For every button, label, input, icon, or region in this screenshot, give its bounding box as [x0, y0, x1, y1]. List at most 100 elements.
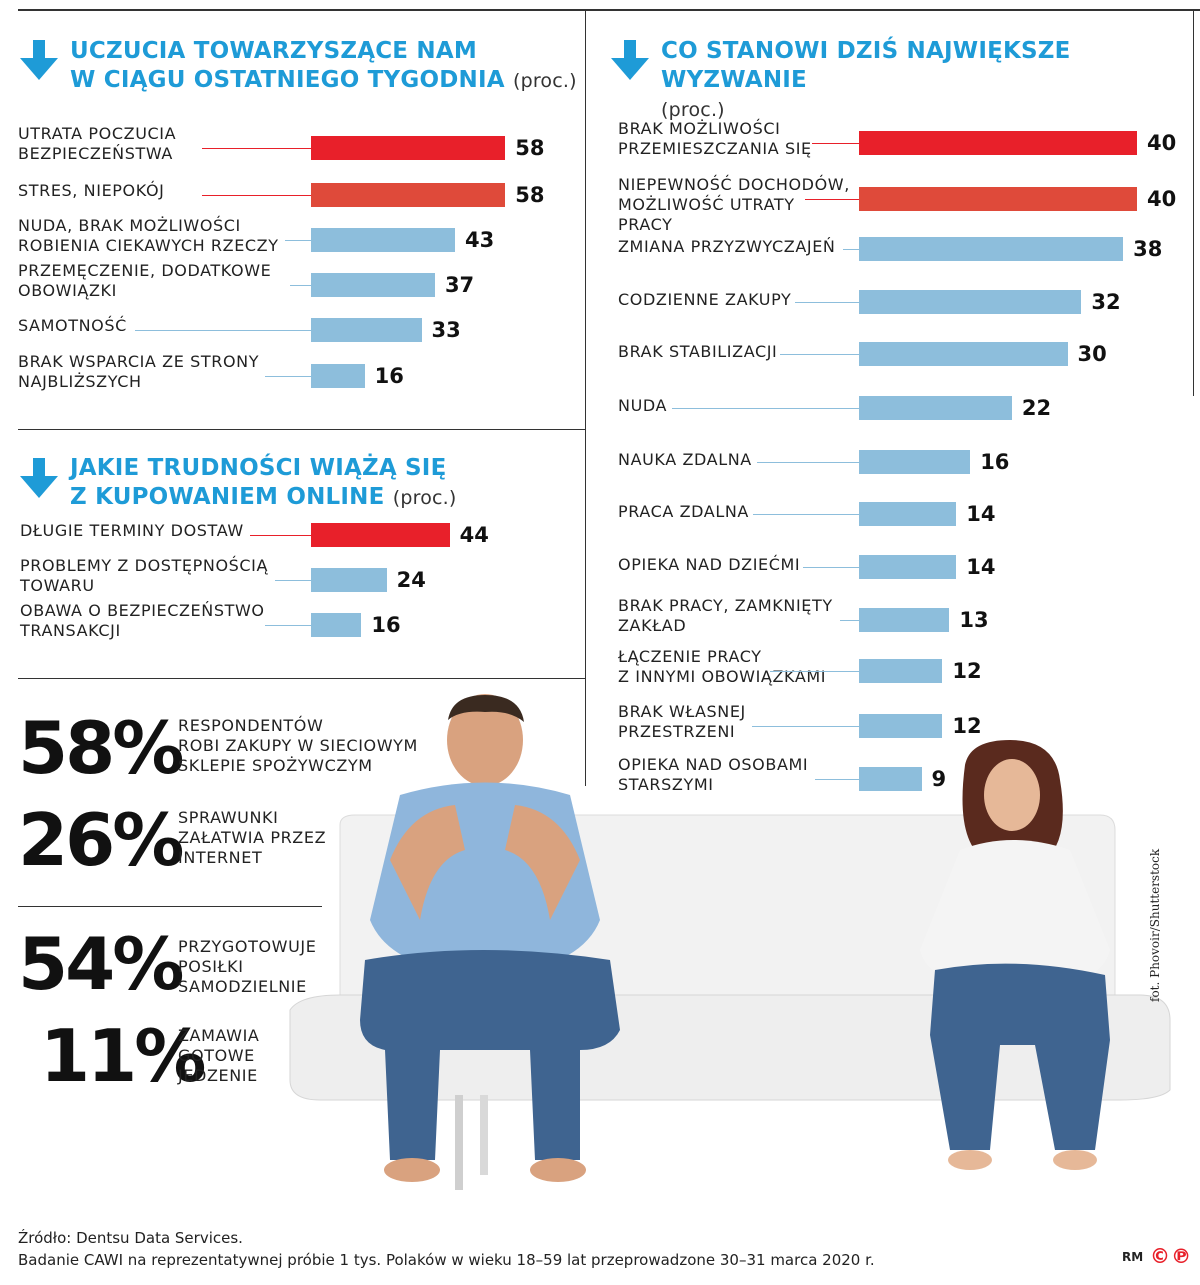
- bar: [311, 183, 506, 207]
- bar-label: NAUKA ZDALNA: [618, 450, 752, 469]
- bar-label: BRAK PRACY, ZAMKNIĘTY ZAKŁAD: [618, 596, 833, 635]
- leader-line: [803, 567, 859, 568]
- leader-line: [795, 302, 859, 303]
- bar: [859, 608, 950, 632]
- challenge-unit: (proc.): [661, 99, 725, 121]
- bar-value: 14: [966, 555, 996, 579]
- bar: [859, 187, 1137, 211]
- bar-label: OBAWA O BEZPIECZEŃSTWO TRANSAKCJI: [20, 601, 265, 640]
- bar: [859, 237, 1124, 261]
- feelings-title: UCZUCIA TOWARZYSZĄCE NAM W CIĄGU OSTATNI…: [70, 38, 577, 93]
- bar: [311, 364, 365, 388]
- bar: [311, 228, 456, 252]
- leader-line: [275, 580, 311, 581]
- bar: [311, 318, 422, 342]
- arrow-down-icon: [20, 40, 58, 80]
- copyright-icons: ©℗: [1150, 1244, 1192, 1268]
- leader-line: [840, 620, 859, 621]
- bar-label: CODZIENNE ZAKUPY: [618, 290, 792, 309]
- bar-label: SAMOTNOŚĆ: [18, 316, 127, 335]
- bar: [859, 555, 957, 579]
- bar-label: BRAK STABILIZACJI: [618, 342, 778, 361]
- online-title: JAKIE TRUDNOŚCI WIĄŻĄ SIĘ Z KUPOWANIEM O…: [70, 455, 457, 510]
- bar: [859, 290, 1082, 314]
- couple-on-sofa-photo: [289, 694, 1171, 1190]
- leader-line: [672, 408, 859, 409]
- bar-value: 38: [1133, 237, 1163, 261]
- stat-text: RESPONDENTÓW ROBI ZAKUPY W SIECIOWYM SKL…: [178, 716, 418, 775]
- bar: [311, 568, 387, 592]
- bar-value: 40: [1147, 187, 1177, 211]
- divider-left-2: [18, 678, 585, 679]
- bar: [311, 273, 435, 297]
- leader-line: [135, 330, 311, 331]
- divider-left-1: [18, 429, 585, 430]
- bar-label: NIEPEWNOŚĆ DOCHODÓW, MOŻLIWOŚĆ UTRATY PR…: [618, 175, 850, 234]
- bar-value: 12: [952, 714, 982, 738]
- bar-label: NUDA, BRAK MOŻLIWOŚCI ROBIENIA CIEKAWYCH…: [18, 216, 279, 255]
- bar-value: 24: [396, 568, 426, 592]
- bar-value: 16: [371, 613, 401, 637]
- leader-line: [752, 726, 859, 727]
- stat-percent: 26%: [18, 798, 184, 882]
- bar-value: 22: [1021, 396, 1052, 420]
- bar-value: 30: [1077, 342, 1107, 366]
- bar: [859, 396, 1012, 420]
- stat-percent: 11%: [40, 1014, 206, 1098]
- bar: [859, 450, 971, 474]
- bar-label: PRZEMĘCZENIE, DODATKOWE OBOWIĄZKI: [18, 261, 272, 300]
- bar-value: 16: [980, 450, 1010, 474]
- arrow-down-icon: [611, 40, 649, 80]
- bar-label: STRES, NIEPOKÓJ: [18, 181, 165, 200]
- leader-line: [805, 199, 859, 200]
- leader-line: [290, 285, 311, 286]
- bar-label: PROBLEMY Z DOSTĘPNOŚCIĄ TOWARU: [20, 556, 269, 595]
- stat-text: SPRAWUNKI ZAŁATWIA PRZEZ INTERNET: [178, 808, 327, 867]
- bar: [859, 342, 1068, 366]
- bar: [859, 659, 943, 683]
- bar-value: 12: [952, 659, 982, 683]
- bar: [859, 767, 922, 791]
- bar: [311, 613, 362, 637]
- bar-label: PRACA ZDALNA: [618, 502, 749, 521]
- divider-right-edge: [1193, 11, 1194, 396]
- bar: [859, 131, 1137, 155]
- bar-label: BRAK MOŻLIWOŚCI PRZEMIESZCZANIA SIĘ: [618, 119, 812, 158]
- bar-label: OPIEKA NAD DZIEĆMI: [618, 555, 801, 574]
- bar-label: OPIEKA NAD OSOBAMI STARSZYMI: [618, 755, 809, 794]
- top-rule: [18, 9, 1200, 11]
- leader-line: [843, 249, 859, 250]
- bar-label: ZMIANA PRZYZWYCZAJEŃ: [618, 237, 836, 256]
- bar-label: ŁĄCZENIE PRACY Z INNYMI OBOWIĄZKAMI: [618, 647, 827, 686]
- bar: [311, 136, 506, 160]
- bar: [859, 502, 957, 526]
- bar-label: DŁUGIE TERMINY DOSTAW: [20, 521, 244, 540]
- bar: [311, 523, 450, 547]
- leader-line: [265, 376, 311, 377]
- leader-line: [780, 354, 859, 355]
- challenge-title: CO STANOWI DZIŚ NAJWIĘKSZE WYZWANIE (pro…: [661, 38, 1071, 121]
- vertical-divider: [585, 11, 586, 786]
- bar-value: 32: [1091, 290, 1121, 314]
- leader-line: [757, 462, 859, 463]
- source-line1: Źródło: Dentsu Data Services.: [18, 1229, 243, 1247]
- bar: [859, 714, 943, 738]
- bar-value: 33: [431, 318, 461, 342]
- bar-value: 58: [515, 183, 545, 207]
- leader-line: [812, 143, 859, 144]
- online-unit: (proc.): [392, 487, 457, 509]
- bar-value: 14: [966, 502, 996, 526]
- leader-line: [202, 195, 311, 196]
- bar-value: 58: [515, 136, 545, 160]
- leader-line: [753, 514, 859, 515]
- stat-text: ZAMAWIA GOTOWE JEDZENIE: [178, 1026, 260, 1085]
- feelings-unit: (proc.): [512, 70, 577, 92]
- bar-label: BRAK WSPARCIA ZE STRONY NAJBLIŻSZYCH: [18, 352, 260, 391]
- photo-credit: fot. Phovoir/Shutterstock: [1148, 848, 1162, 1002]
- arrow-down-icon: [20, 458, 58, 498]
- leader-line: [250, 535, 311, 536]
- source-line2: Badanie CAWI na reprezentatywnej próbie …: [18, 1251, 875, 1269]
- divider-stats: [18, 906, 322, 907]
- bar-value: 16: [374, 364, 404, 388]
- stat-percent: 54%: [18, 922, 184, 1006]
